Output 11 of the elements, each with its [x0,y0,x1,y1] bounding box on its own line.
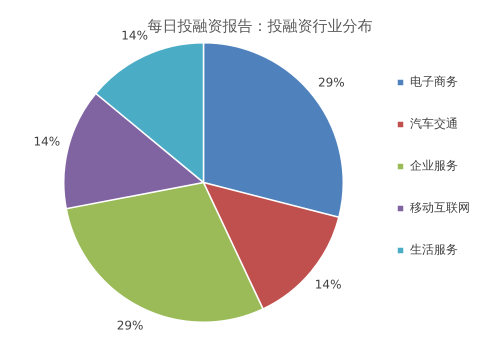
data-label: 29% [318,75,345,90]
legend-label: 生活服务 [410,242,458,257]
legend-label: 电子商务 [410,74,458,89]
data-label: 29% [116,318,144,333]
chart-title: 每日投融资报告：投融资行业分布 [148,16,372,35]
data-label: 14% [121,28,148,42]
data-label: 14% [314,278,342,292]
legend-label: 企业服务 [410,158,458,173]
data-label: 14% [33,134,60,148]
legend-label: 汽车交通 [410,116,458,131]
legend-label: 移动互联网 [410,200,470,215]
